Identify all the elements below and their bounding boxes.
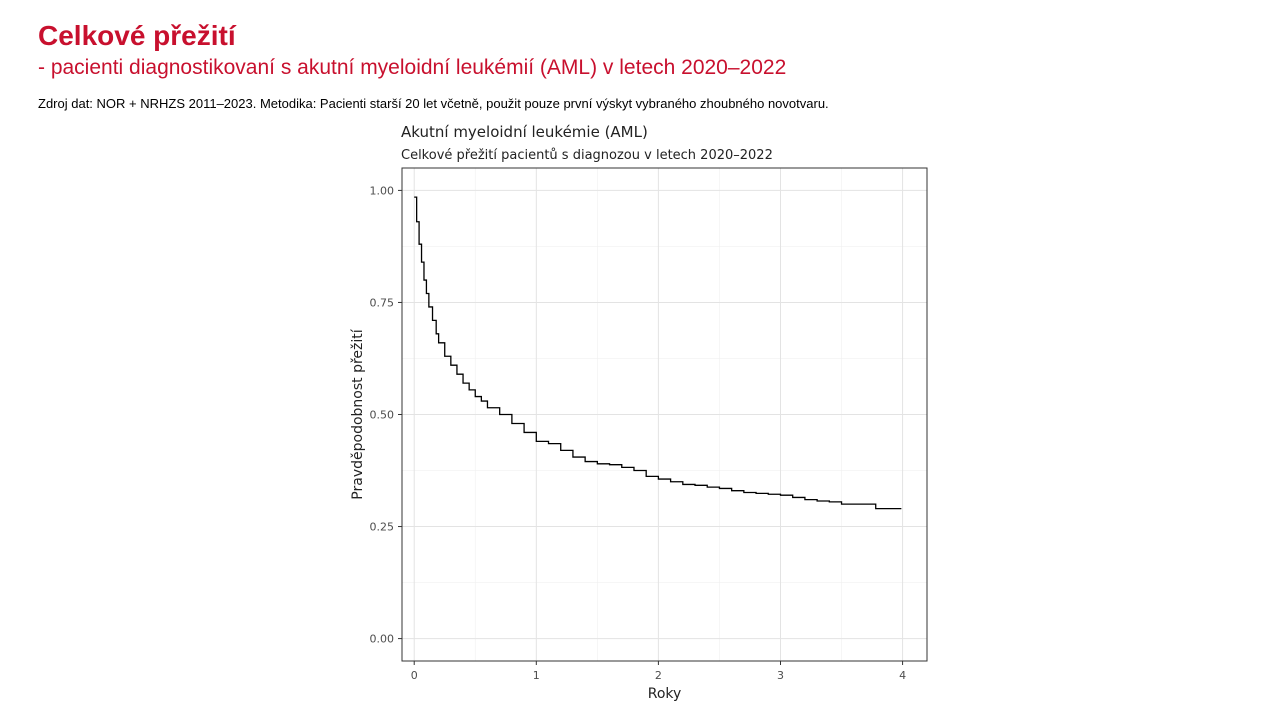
x-tick-label: 3 xyxy=(777,669,784,682)
data-source-note: Zdroj dat: NOR + NRHZS 2011–2023. Metodi… xyxy=(38,96,829,111)
x-tick-label: 4 xyxy=(899,669,906,682)
y-tick-label: 1.00 xyxy=(370,184,395,197)
chart-subtitle: Celkové přežití pacientů s diagnozou v l… xyxy=(401,148,773,163)
y-tick-label: 0.50 xyxy=(370,409,395,422)
axis-ticks: 0 1 2 3 4 0.00 0.25 0.50 0.75 1.00 xyxy=(370,184,907,682)
x-tick-label: 0 xyxy=(411,669,418,682)
y-tick-label: 0.00 xyxy=(370,633,395,646)
x-axis-title: Roky xyxy=(648,686,682,702)
x-tick-label: 1 xyxy=(533,669,540,682)
y-tick-label: 0.25 xyxy=(370,521,395,534)
grid-lines xyxy=(402,168,927,661)
x-tick-label: 2 xyxy=(655,669,662,682)
y-tick-label: 0.75 xyxy=(370,296,395,309)
slide-title: Celkové přežití xyxy=(38,20,236,51)
y-axis-title: Pravděpodobnost přežití xyxy=(350,328,366,499)
chart-title: Akutní myeloidní leukémie (AML) xyxy=(401,123,648,141)
slide-subtitle: - pacienti diagnostikovaní s akutní myel… xyxy=(38,56,787,79)
survival-curve-line xyxy=(414,196,902,510)
